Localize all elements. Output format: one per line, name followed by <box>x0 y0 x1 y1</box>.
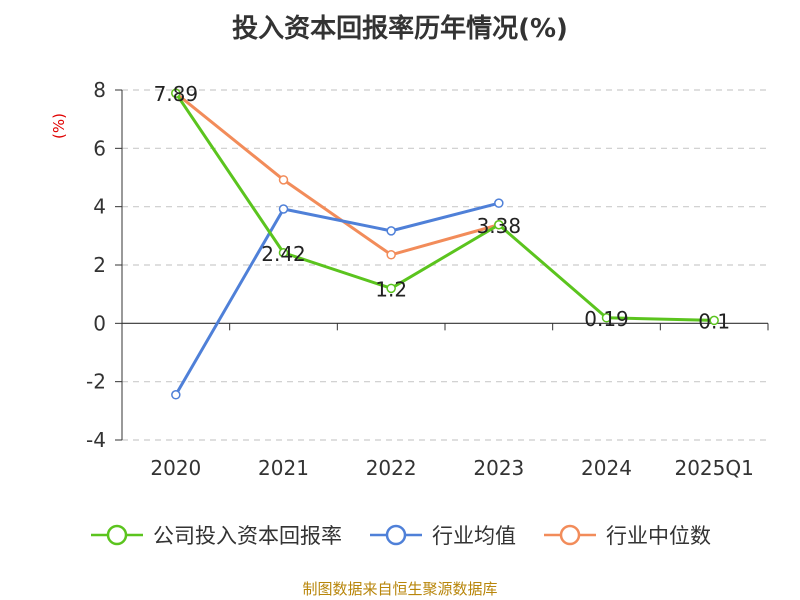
legend-label: 公司投入资本回报率 <box>153 524 342 548</box>
data-label: 2.42 <box>261 242 306 266</box>
data-label: 7.89 <box>154 82 199 106</box>
legend-item[interactable]: 公司投入资本回报率 <box>89 520 342 550</box>
legend-line-marker-icon <box>370 524 422 546</box>
data-label: 1.2 <box>375 277 407 301</box>
data-point <box>494 220 504 230</box>
data-labels: 7.89 2.42 1.2 3.38 0.19 0.1 <box>154 82 731 333</box>
y-tick-label: 4 <box>93 195 106 219</box>
source-note: 制图数据来自恒生聚源数据库 <box>302 580 498 598</box>
series-1 <box>171 198 504 400</box>
y-tick-label: -2 <box>86 370 106 394</box>
legend-item[interactable]: 行业均值 <box>368 520 516 550</box>
legend-item[interactable]: 行业中位数 <box>542 520 711 550</box>
legend-line-marker-icon <box>544 524 596 546</box>
data-point <box>278 248 289 258</box>
chart-title: 投入资本回报率历年情况(%) <box>232 14 568 44</box>
x-tick-label: 2021 <box>258 456 309 480</box>
legend-line-marker-icon <box>91 524 143 546</box>
series-0 <box>171 88 719 326</box>
series-lines <box>171 88 719 400</box>
series-line <box>174 201 500 396</box>
series-line <box>174 92 500 257</box>
legend-marker <box>559 524 581 546</box>
gridlines <box>122 89 768 441</box>
data-point <box>278 204 289 214</box>
data-point <box>709 315 719 326</box>
y-tick-label: 8 <box>93 78 106 102</box>
legend-marker <box>106 524 128 546</box>
series-line <box>174 92 715 322</box>
legend-marker <box>385 524 407 546</box>
y-tick-label: 2 <box>93 253 106 277</box>
y-axis-unit-label: (%) <box>50 113 68 139</box>
data-label: 0.1 <box>698 309 730 333</box>
series-2 <box>171 88 504 260</box>
y-tick-label: 6 <box>93 136 106 160</box>
data-point <box>601 313 612 323</box>
axes: 8 6 4 2 0 -2 -4 2020 2021 2022 2023 2024 2025Q1 <box>86 78 769 480</box>
y-tick-label: -4 <box>86 428 106 452</box>
data-point <box>278 175 289 185</box>
data-label: 3.38 <box>477 214 522 238</box>
data-point <box>494 198 504 208</box>
data-point <box>171 390 181 400</box>
y-tick-label: 0 <box>93 311 106 335</box>
x-tick-label: 2024 <box>581 456 632 480</box>
legend: 公司投入资本回报率 行业均值 行业中位数 <box>0 520 800 550</box>
data-point <box>386 226 396 236</box>
x-tick-label: 2025Q1 <box>674 456 753 480</box>
x-tick-label: 2023 <box>473 456 524 480</box>
legend-label: 行业中位数 <box>606 524 711 548</box>
legend-label: 行业均值 <box>432 524 516 548</box>
data-label: 0.19 <box>584 307 629 331</box>
data-point <box>171 88 181 98</box>
x-tick-label: 2020 <box>150 456 201 480</box>
x-tick-label: 2022 <box>366 456 417 480</box>
data-point <box>386 283 396 294</box>
data-point <box>386 250 396 260</box>
